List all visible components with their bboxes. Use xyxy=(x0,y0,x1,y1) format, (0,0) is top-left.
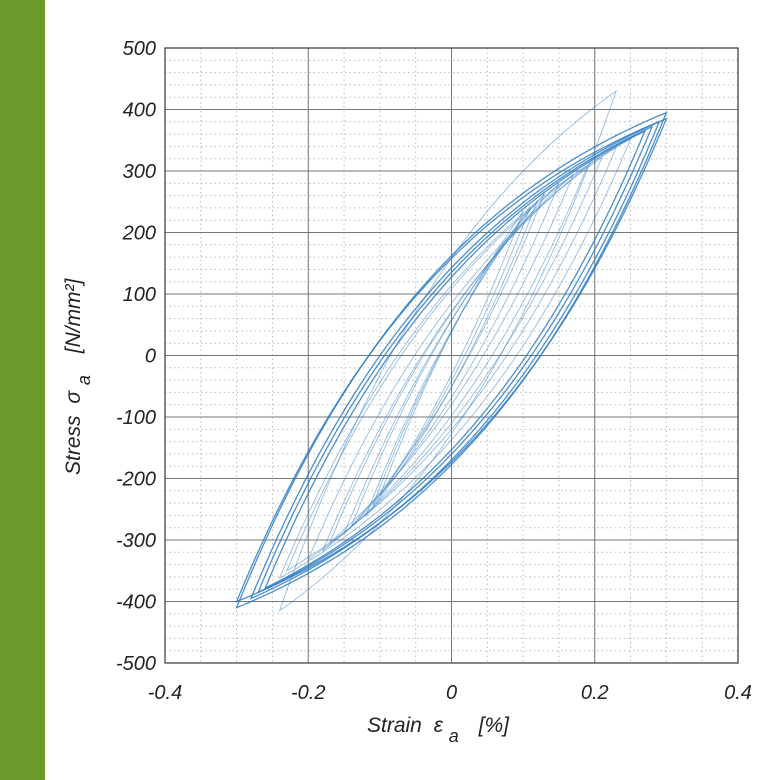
hysteresis-loop xyxy=(249,120,661,600)
y-tick-label: -400 xyxy=(116,592,156,614)
hysteresis-loop xyxy=(256,125,654,594)
y-axis-subscript: a xyxy=(74,375,94,385)
hysteresis-loop xyxy=(278,89,618,612)
y-axis-unit: [N/mm²] xyxy=(62,277,85,354)
hysteresis-loop xyxy=(322,165,589,552)
x-axis-label: Strain ε a [%] xyxy=(367,714,510,747)
y-tick-label: 0 xyxy=(145,346,156,368)
y-tick-label: -300 xyxy=(116,530,156,552)
hysteresis-loop xyxy=(379,210,524,496)
sidebar-accent-bar xyxy=(0,0,45,780)
x-axis-subscript: a xyxy=(449,726,459,746)
y-tick-label: 400 xyxy=(123,100,156,122)
y-tick-label: -100 xyxy=(116,407,156,429)
x-tick-label: -0.4 xyxy=(148,682,182,704)
plot-frame xyxy=(164,47,739,664)
x-axis-label-main: Strain xyxy=(367,714,422,737)
y-tick-label: -500 xyxy=(116,653,156,675)
y-axis-label-main: Stress xyxy=(62,415,85,475)
y-tick-labels: 500 400 300 200 100 0 -100 -200 -300 -400 -500 xyxy=(116,38,156,675)
x-tick-labels: -0.4 -0.2 0 0.2 0.4 xyxy=(148,682,752,704)
y-tick-label: 500 xyxy=(123,38,156,60)
x-tick-label: 0 xyxy=(446,682,457,704)
hysteresis-loops xyxy=(235,89,668,612)
y-tick-label: -200 xyxy=(116,469,156,491)
hysteresis-loop xyxy=(365,200,538,517)
x-tick-label: 0.4 xyxy=(724,682,752,704)
hysteresis-loop xyxy=(372,206,531,506)
hysteresis-loop xyxy=(278,137,632,580)
hysteresis-loop xyxy=(329,174,574,543)
y-tick-label: 300 xyxy=(123,161,156,183)
x-axis-symbol: ε xyxy=(434,714,444,737)
y-tick-label: 100 xyxy=(123,284,156,306)
y-axis-symbol: σ xyxy=(62,390,85,404)
hysteresis-loop xyxy=(285,146,618,572)
hysteresis-loop xyxy=(307,156,603,562)
x-tick-label: 0.2 xyxy=(581,682,609,704)
x-axis-unit: [%] xyxy=(478,714,511,737)
y-tick-label: 200 xyxy=(122,223,156,245)
hysteresis-loop xyxy=(264,129,647,590)
hysteresis-loop xyxy=(343,182,560,535)
hysteresis-loop xyxy=(350,192,546,527)
y-axis-label: Stress σ a [N/mm²] xyxy=(62,277,95,475)
x-tick-label: -0.2 xyxy=(291,682,325,704)
